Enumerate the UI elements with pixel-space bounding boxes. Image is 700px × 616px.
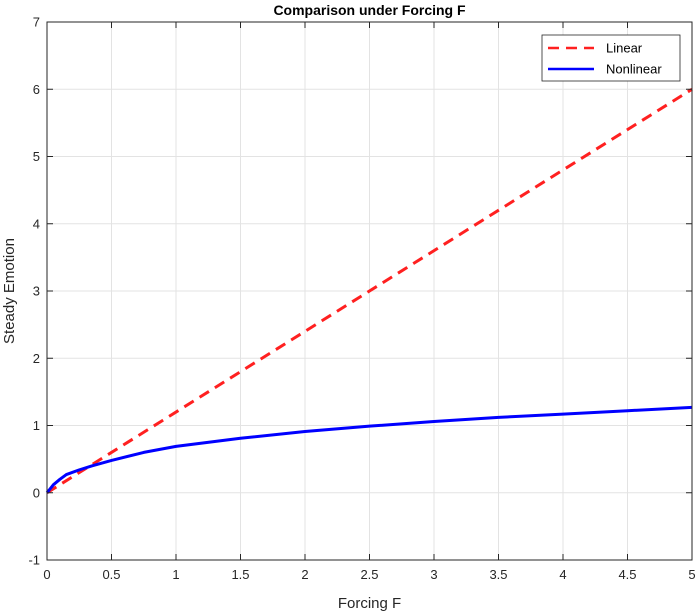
x-tick-label: 5 [688, 567, 695, 582]
x-tick-label: 0 [43, 567, 50, 582]
series-layer [45, 87, 693, 495]
y-tick-label: 7 [33, 15, 40, 30]
x-tick-label: 4.5 [618, 567, 636, 582]
y-tick-label: 3 [33, 284, 40, 299]
x-tick-label: 1.5 [231, 567, 249, 582]
legend-label-nonlinear: Nonlinear [606, 62, 662, 77]
x-tick-label: 0.5 [102, 567, 120, 582]
y-tick-label: 0 [33, 485, 40, 500]
x-tick-label: 2.5 [360, 567, 378, 582]
x-tick-label: 4 [559, 567, 566, 582]
legend: Linear Nonlinear [541, 34, 681, 82]
x-tick-label: 1 [172, 567, 179, 582]
series-line-linear [46, 87, 693, 495]
y-tick-label: 1 [33, 418, 40, 433]
x-tick-label: 3.5 [489, 567, 507, 582]
ticks [46, 21, 693, 561]
y-tick-label: 2 [33, 351, 40, 366]
legend-label-linear: Linear [606, 41, 643, 56]
series-line-nonlinear [45, 405, 693, 494]
y-tick-label: -1 [28, 553, 40, 568]
y-axis-title: Steady Emotion [1, 238, 18, 344]
legend-box [541, 34, 681, 82]
x-tick-label: 2 [301, 567, 308, 582]
y-tick-label: 4 [33, 216, 40, 231]
x-tick-label: 3 [430, 567, 437, 582]
y-tick-label: 6 [33, 82, 40, 97]
chart-title: Comparison under Forcing F [273, 2, 466, 18]
y-tick-label: 5 [33, 149, 40, 164]
x-axis-title: Forcing F [338, 595, 401, 612]
